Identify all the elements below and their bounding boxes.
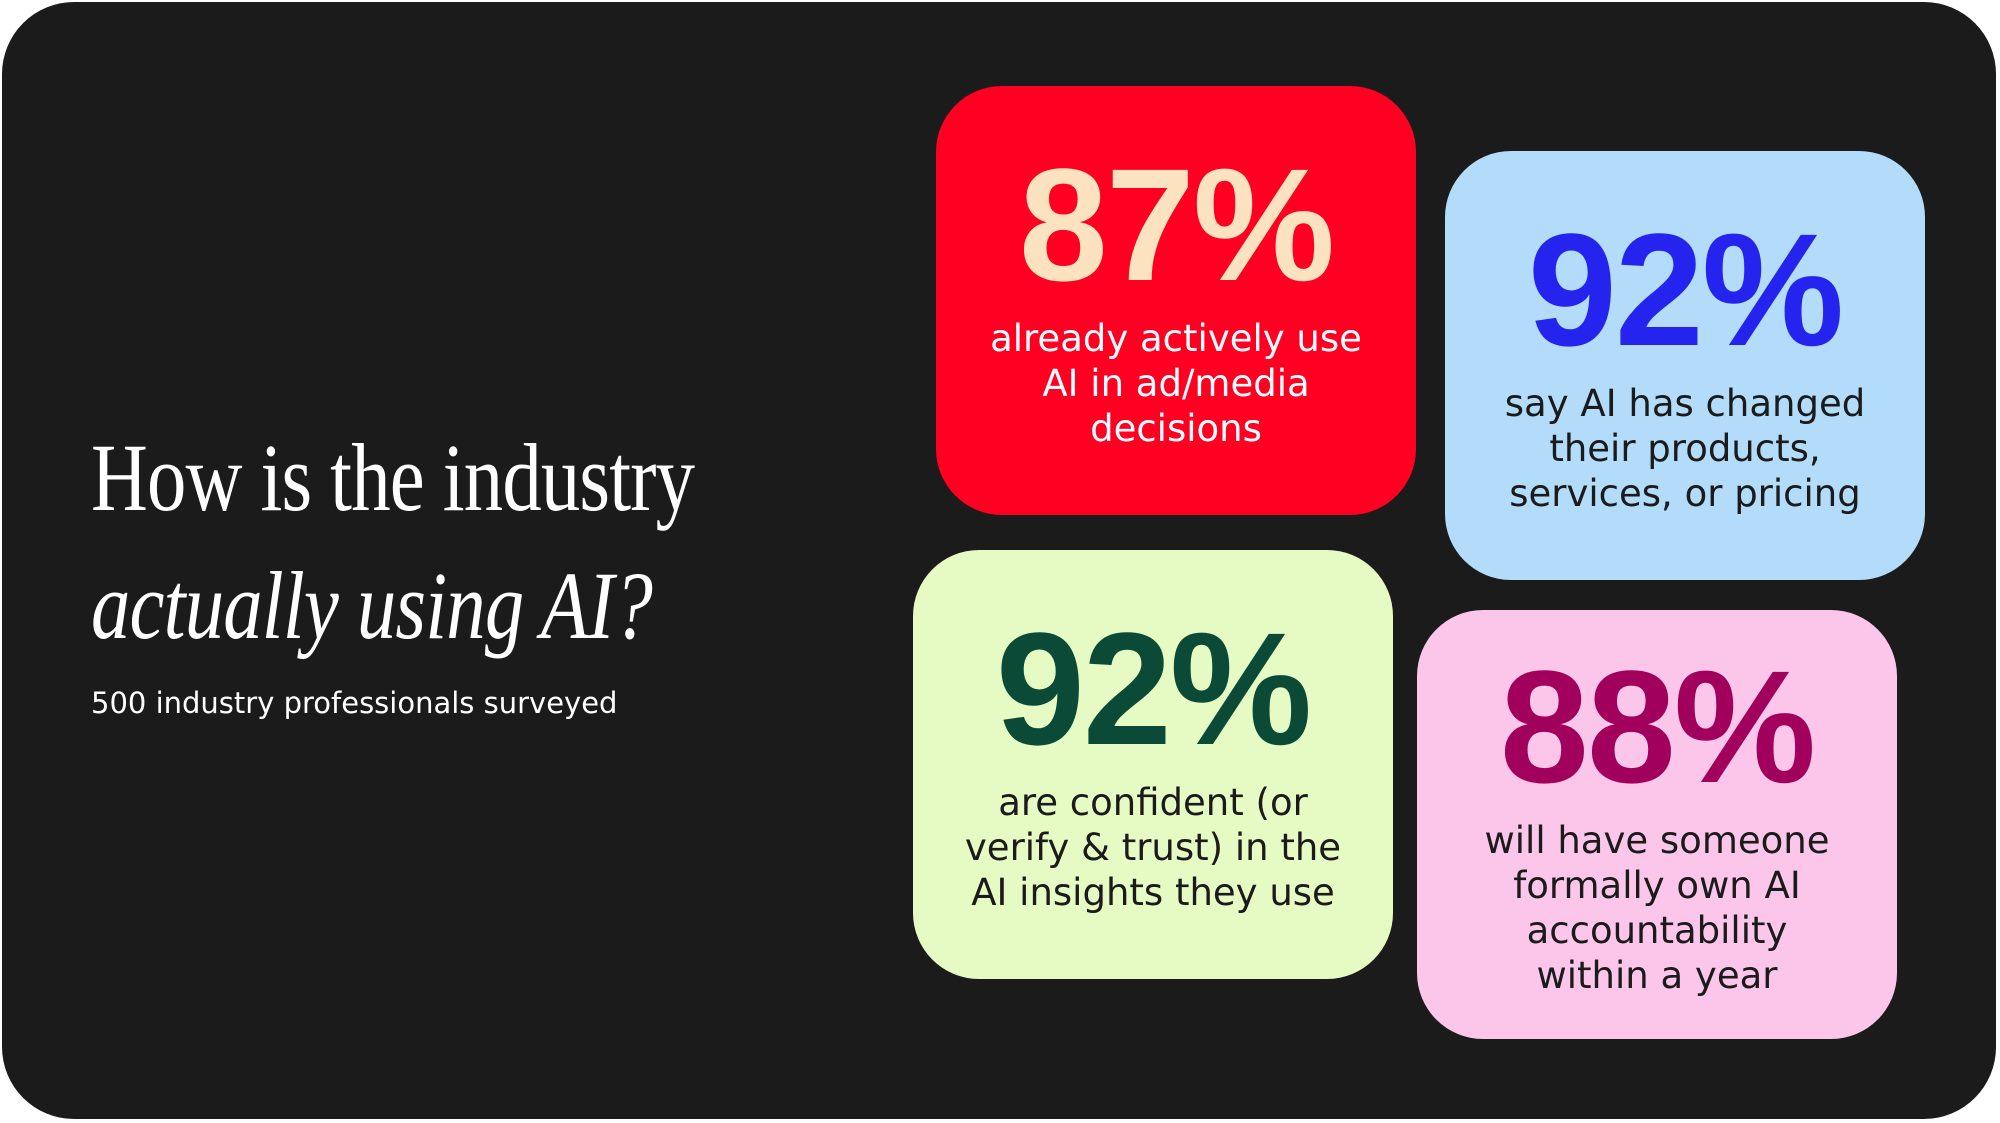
stat-description: AI in ad/media (1042, 362, 1310, 405)
subtitle: 500 industry professionals surveyed (91, 686, 618, 720)
title-line: actually using AI? (91, 552, 653, 659)
stat-description: formally own AI (1513, 863, 1801, 907)
stat-card: 88% will have someone formally own AI accou… (1417, 610, 1897, 1039)
stat-description: decisions (1090, 407, 1262, 450)
stat-value: 92% (995, 599, 1312, 778)
stat-value: 88% (1499, 636, 1816, 816)
stat-card: 87% already actively use AI in ad/media dec… (936, 86, 1416, 515)
stat-description: verify & trust) in the (964, 826, 1342, 869)
stat-value: 87% (1018, 135, 1335, 314)
title-line: How is the industry (91, 424, 695, 531)
stat-description: within a year (1536, 953, 1778, 997)
stat-description: already actively use (990, 317, 1362, 360)
stat-description: accountability (1526, 908, 1788, 952)
stat-value: 92% (1527, 200, 1844, 379)
stat-card: 92% are confident (or verify & trust) in t… (913, 550, 1393, 979)
stat-description: say AI has changed (1504, 382, 1866, 425)
stat-card: 92% say AI has changed their products, serv… (1445, 151, 1925, 580)
stat-description: will have someone (1484, 818, 1830, 862)
stat-description: services, or pricing (1509, 472, 1861, 515)
stat-description: AI insights they use (971, 871, 1335, 914)
stat-description: their products, (1549, 427, 1821, 470)
stat-description: are confident (or (998, 781, 1308, 824)
